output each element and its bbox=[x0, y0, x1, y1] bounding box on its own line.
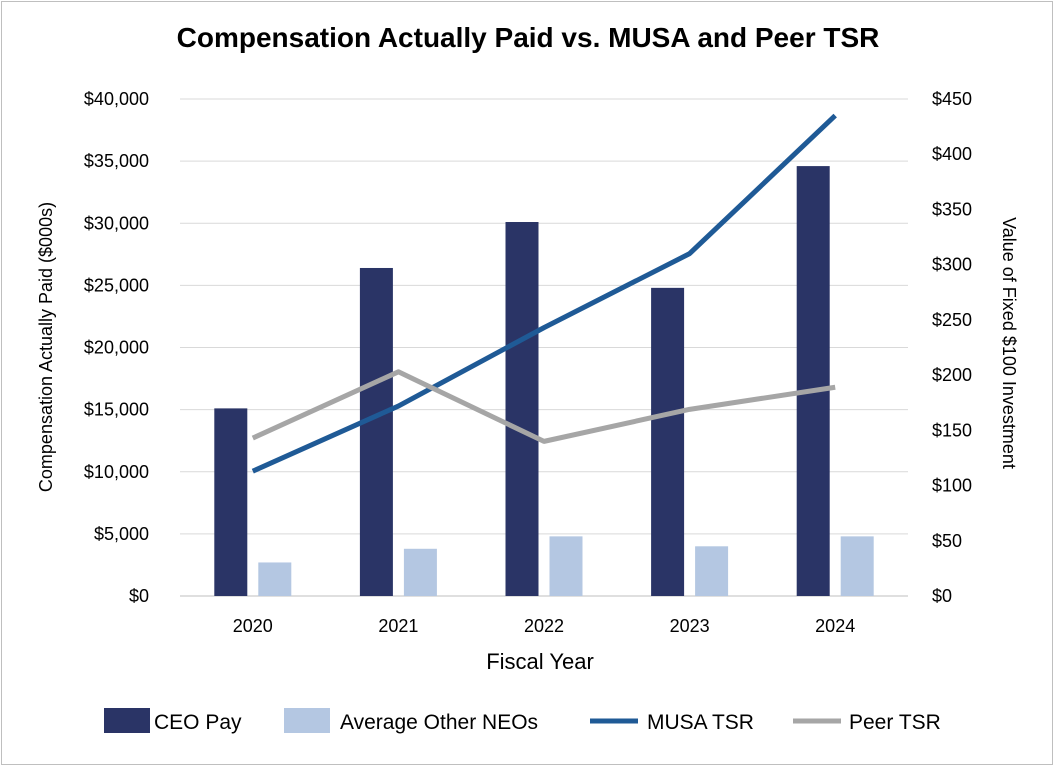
bar-average-other-neos bbox=[403, 548, 437, 596]
x-axis: 2020 2021 2022 2023 2024 bbox=[233, 616, 855, 636]
y-axis-left-title: Compensation Actually Paid ($000s) bbox=[36, 202, 56, 492]
x-tick-label: 2021 bbox=[378, 616, 418, 636]
legend-label-ceo-pay: CEO Pay bbox=[154, 711, 242, 734]
bar-ceo-pay bbox=[796, 166, 830, 596]
y-axis-right: $0 $50 $100 $150 $200 $250 $300 $350 $400 $450 bbox=[932, 89, 972, 606]
bar-average-other-neos bbox=[695, 546, 729, 596]
x-tick-label: 2023 bbox=[670, 616, 710, 636]
bar-average-other-neos bbox=[840, 536, 874, 596]
y-left-tick-label: $35,000 bbox=[84, 151, 149, 171]
x-tick-label: 2020 bbox=[233, 616, 273, 636]
bar-ceo-pay bbox=[651, 287, 685, 596]
y-left-tick-label: $15,000 bbox=[84, 400, 149, 420]
x-tick-label: 2022 bbox=[524, 616, 564, 636]
bar-ceo-pay bbox=[214, 408, 248, 596]
y-right-tick-label: $100 bbox=[932, 476, 972, 496]
bar-ceo-pay bbox=[505, 222, 539, 596]
legend-label-peer-tsr: Peer TSR bbox=[849, 711, 941, 734]
bar-average-other-neos bbox=[258, 562, 292, 596]
y-axis-right-title: Value of Fixed $100 Investment bbox=[999, 217, 1019, 469]
line-series bbox=[251, 113, 837, 474]
bar-series bbox=[214, 166, 874, 596]
x-tick-label: 2024 bbox=[815, 616, 855, 636]
bar-ceo-pay bbox=[359, 267, 393, 596]
y-right-tick-label: $350 bbox=[932, 199, 972, 219]
y-right-tick-label: $450 bbox=[932, 89, 972, 109]
y-right-tick-label: $150 bbox=[932, 420, 972, 440]
gridlines bbox=[180, 98, 908, 597]
legend-label-average-other-neos: Average Other NEOs bbox=[340, 711, 538, 734]
legend-swatch-average-other-neos bbox=[284, 708, 330, 733]
y-left-tick-label: $20,000 bbox=[84, 338, 149, 358]
y-right-tick-label: $50 bbox=[932, 531, 962, 551]
y-right-tick-label: $200 bbox=[932, 365, 972, 385]
y-right-tick-label: $300 bbox=[932, 255, 972, 275]
y-left-tick-label: $40,000 bbox=[84, 89, 149, 109]
legend: CEO Pay Average Other NEOs MUSA TSR Peer TS… bbox=[104, 708, 941, 734]
legend-label-musa-tsr: MUSA TSR bbox=[647, 711, 754, 734]
legend-swatch-ceo-pay bbox=[104, 708, 150, 733]
line-peer-tsr bbox=[251, 369, 836, 444]
line-musa-tsr bbox=[251, 113, 837, 474]
y-right-tick-label: $250 bbox=[932, 310, 972, 330]
chart-title: Compensation Actually Paid vs. MUSA and … bbox=[176, 22, 880, 53]
y-right-tick-label: $0 bbox=[932, 586, 952, 606]
bar-average-other-neos bbox=[549, 536, 583, 596]
y-right-tick-label: $400 bbox=[932, 144, 972, 164]
x-axis-title: Fiscal Year bbox=[486, 649, 594, 674]
y-left-tick-label: $10,000 bbox=[84, 462, 149, 482]
y-left-tick-label: $25,000 bbox=[84, 275, 149, 295]
y-left-tick-label: $0 bbox=[129, 586, 149, 606]
y-left-tick-label: $5,000 bbox=[94, 524, 149, 544]
y-left-tick-label: $30,000 bbox=[84, 213, 149, 233]
y-axis-left: $0 $5,000 $10,000 $15,000 $20,000 $25,000 $30,… bbox=[84, 89, 149, 606]
